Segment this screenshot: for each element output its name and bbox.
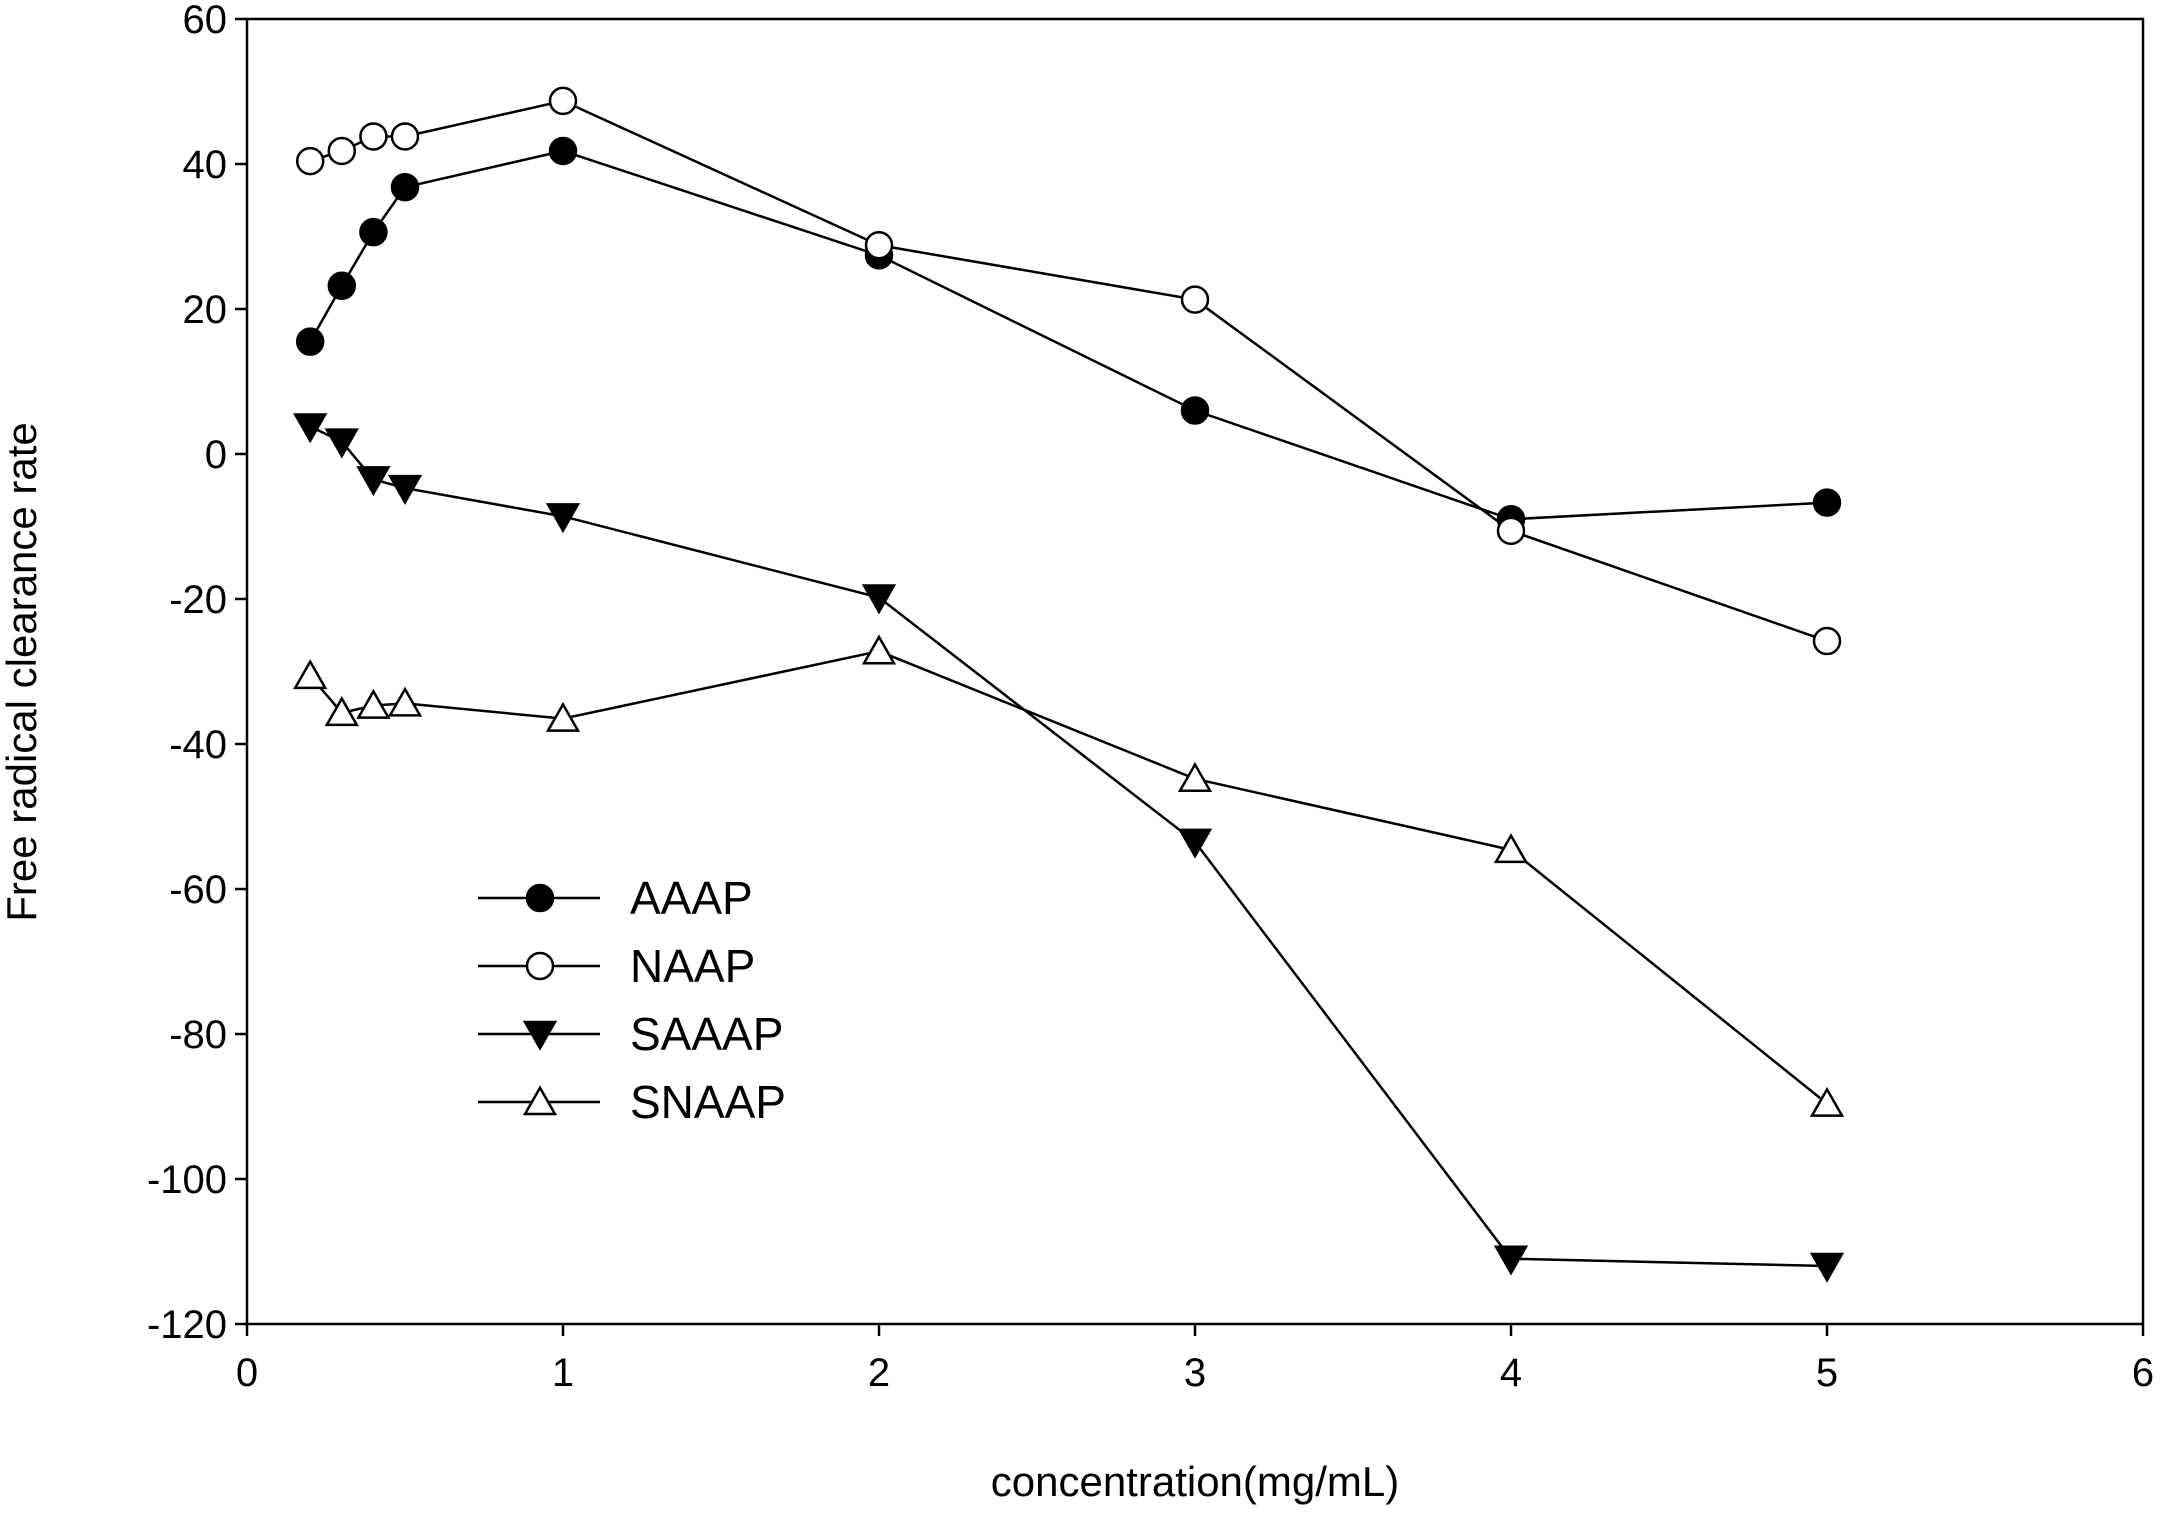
data-point-saaap [356, 466, 391, 497]
data-point-aaap [548, 136, 578, 166]
data-point-snaap [387, 686, 423, 717]
data-point-saaap [324, 428, 359, 459]
data-point-aaap [359, 217, 388, 247]
y-tick-label: -20 [169, 578, 227, 622]
data-point-snaap [1177, 762, 1213, 793]
y-tick-label: 40 [183, 143, 228, 187]
data-point-snaap [545, 701, 581, 732]
data-point-saaap [387, 474, 423, 505]
legend-marker-aaap [525, 883, 555, 913]
data-point-naap [1496, 516, 1526, 546]
legend-marker-naap [525, 951, 555, 981]
x-axis: 0 1 2 3 4 5 6 [236, 1324, 2154, 1395]
data-point-saaap [1493, 1245, 1529, 1276]
series-snaap [293, 634, 1845, 1117]
data-point-saaap [1177, 828, 1213, 859]
legend-label: SAAAP [630, 1008, 783, 1060]
data-point-saaap [545, 503, 581, 534]
data-point-naap [295, 146, 325, 176]
plot-frame [245, 17, 2145, 1326]
data-point-saaap [293, 413, 328, 444]
data-point-naap [864, 230, 894, 260]
x-axis-title: concentration(mg/mL) [991, 1458, 1400, 1505]
data-point-snaap [356, 688, 391, 719]
series-layer [293, 86, 1845, 1283]
legend-label: SNAAP [630, 1076, 786, 1128]
legend-item-naap: NAAP [478, 940, 755, 992]
data-point-saaap [861, 584, 897, 615]
data-point-snaap [1809, 1086, 1845, 1117]
data-point-aaap [295, 327, 325, 356]
y-axis-title: Free radical clearance rate [0, 422, 45, 922]
x-tick-label: 6 [2132, 1351, 2154, 1395]
legend-marker-saaap [522, 1020, 558, 1051]
y-tick-label: 0 [205, 433, 227, 477]
y-tick-label: -40 [169, 723, 227, 767]
data-point-snaap [861, 634, 897, 665]
legend-marker-snaap [522, 1085, 558, 1116]
y-axis: 60 40 20 0 -20 -40 -60 -80 -100 -120 [147, 0, 247, 1347]
data-point-aaap [327, 271, 357, 301]
data-point-snaap [324, 696, 359, 727]
data-point-aaap [1812, 488, 1842, 517]
data-point-aaap [1180, 396, 1210, 425]
x-tick-label: 2 [868, 1351, 890, 1395]
y-tick-label: -80 [169, 1013, 227, 1057]
plot-area [245, 17, 2145, 1326]
legend-label: NAAP [630, 940, 755, 992]
series-naap [295, 86, 1842, 656]
data-point-naap [1812, 626, 1842, 656]
series-line-saaap [309, 425, 1828, 1268]
series-line-aaap [309, 149, 1828, 521]
data-point-snaap [293, 659, 328, 690]
x-tick-label: 4 [1500, 1351, 1522, 1395]
data-point-snaap [1493, 833, 1529, 864]
x-tick-label: 3 [1184, 1351, 1206, 1395]
data-point-naap [1180, 285, 1210, 314]
series-aaap [295, 136, 1842, 534]
y-tick-label: -120 [147, 1303, 227, 1347]
x-tick-label: 0 [236, 1351, 258, 1395]
series-line-naap [309, 99, 1828, 643]
y-tick-label: 20 [183, 288, 228, 332]
data-point-naap [359, 122, 388, 151]
data-point-naap [548, 86, 578, 116]
legend: AAAP NAAP SAAAP SNAAP [478, 872, 786, 1128]
x-tick-label: 5 [1816, 1351, 1838, 1395]
y-tick-label: -100 [147, 1158, 227, 1202]
data-point-saaap [1809, 1252, 1845, 1283]
y-tick-label: 60 [183, 0, 228, 42]
legend-label: AAAP [630, 872, 753, 924]
y-tick-label: -60 [169, 868, 227, 912]
legend-item-snaap: SNAAP [478, 1076, 786, 1128]
series-saaap [293, 413, 1845, 1283]
legend-item-saaap: SAAAP [478, 1008, 783, 1060]
x-tick-label: 1 [552, 1351, 574, 1395]
data-point-aaap [390, 172, 420, 202]
legend-item-aaap: AAAP [478, 872, 753, 924]
data-point-naap [390, 122, 420, 151]
data-point-naap [327, 136, 357, 166]
